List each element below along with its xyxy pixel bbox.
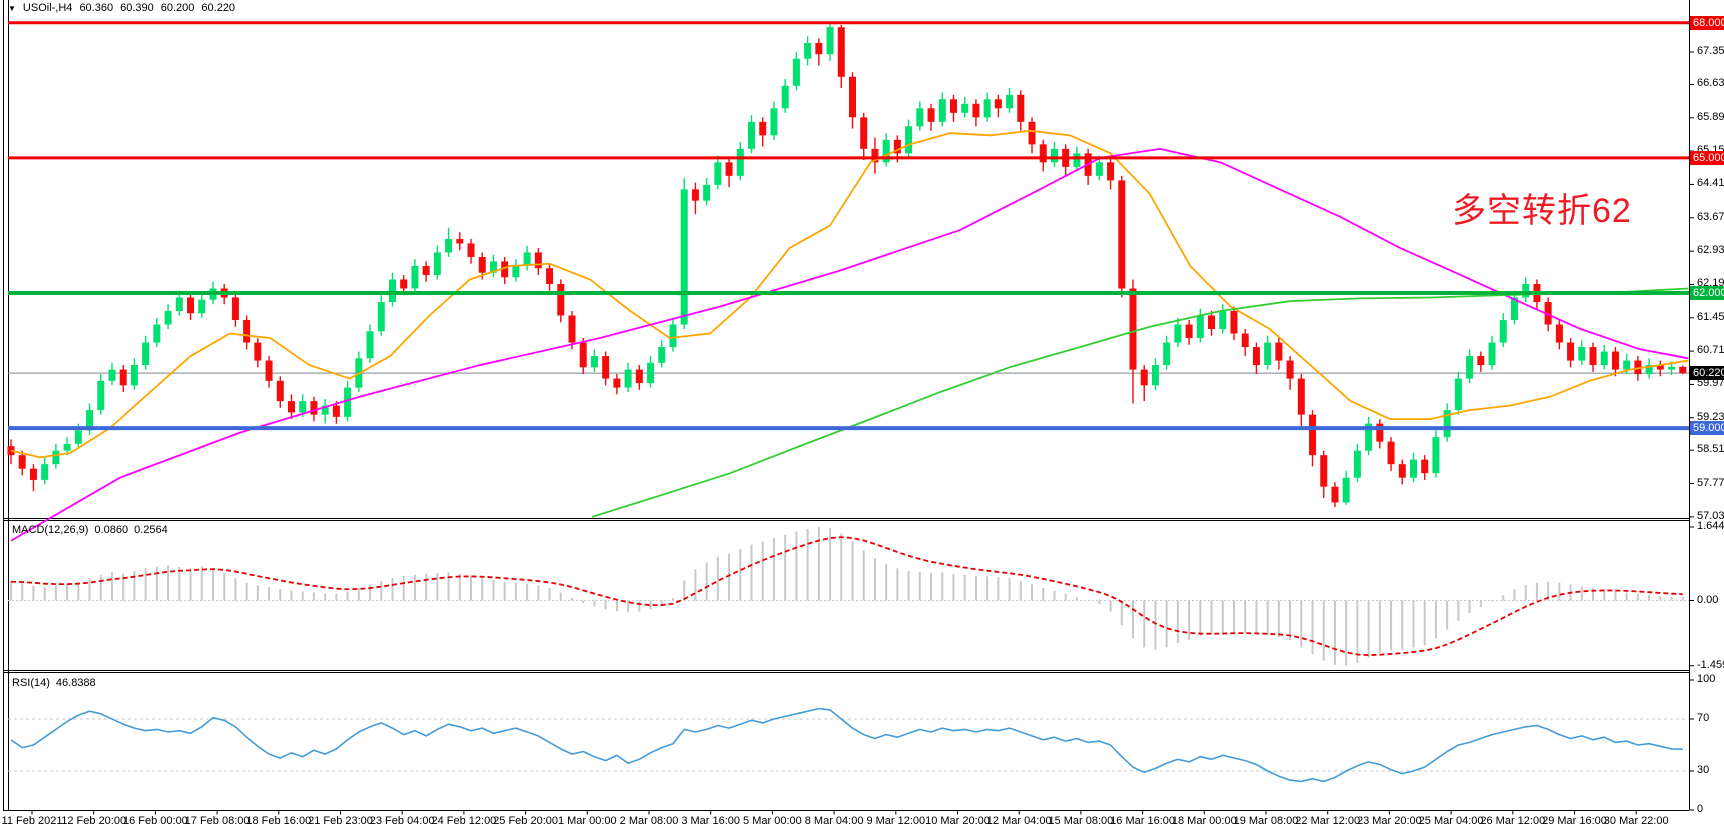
symbol-ohlc-bar: ▼ USOil-,H4 60.360 60.390 60.200 60.220 <box>8 2 235 14</box>
symbol-name: USOil-,H4 <box>22 2 73 14</box>
time-ticks <box>31 810 1637 815</box>
high-value: 60.390 <box>120 2 154 14</box>
symbol-dropdown-icon[interactable]: ▼ <box>8 3 16 13</box>
close-value: 60.220 <box>201 2 236 14</box>
low-value: 60.200 <box>160 2 195 14</box>
ma-overlays <box>10 129 1689 542</box>
level-lines <box>8 21 1689 431</box>
macd-layer <box>8 527 1689 666</box>
candles-layer <box>7 22 1687 507</box>
open-value: 60.360 <box>79 2 114 14</box>
rsi-layer <box>8 707 1689 783</box>
panel-borders <box>3 0 1690 811</box>
